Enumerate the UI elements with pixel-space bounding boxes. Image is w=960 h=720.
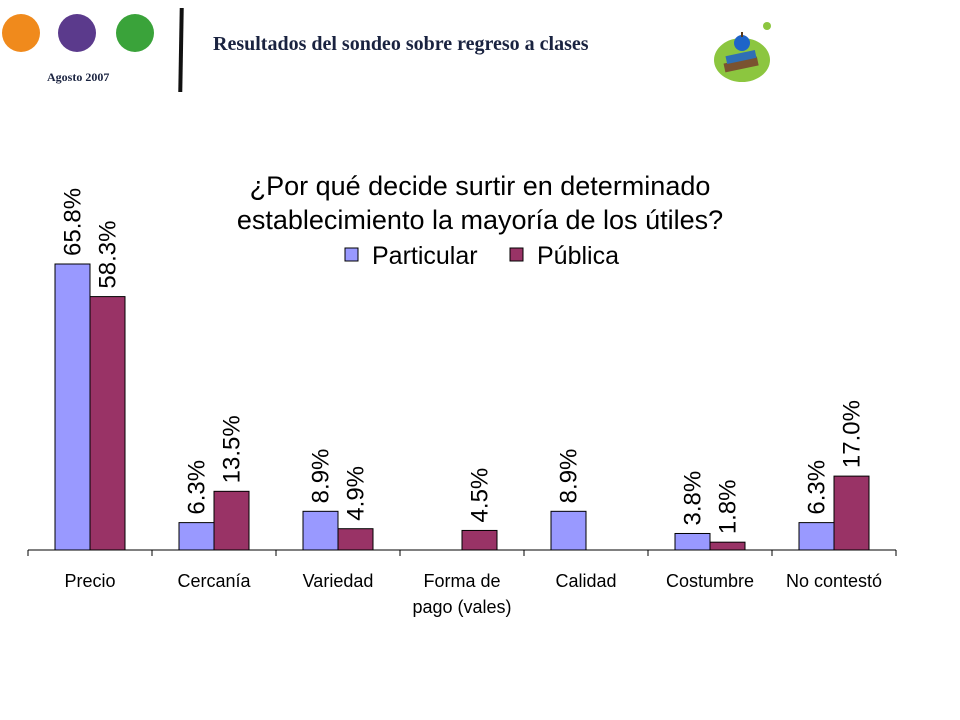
bar	[213, 490, 250, 551]
legend-swatch	[509, 247, 524, 262]
bar	[54, 263, 91, 551]
category-label: pago (vales)	[412, 597, 511, 617]
chart-title-line: ¿Por qué decide surtir en determinado	[250, 171, 711, 201]
bar	[337, 528, 374, 551]
category-label: Calidad	[555, 571, 616, 591]
header: Agosto 2007 Resultados del sondeo sobre …	[0, 0, 960, 100]
value-label: 4.9%	[343, 466, 370, 521]
legend-label: Pública	[537, 242, 619, 270]
header-date: Agosto 2007	[47, 70, 110, 84]
chart-legend: Particular Pública	[344, 242, 619, 270]
bars	[54, 263, 870, 551]
category-label: No contestó	[786, 571, 882, 591]
bar	[674, 532, 711, 551]
value-label: 4.5%	[467, 468, 494, 523]
value-labels: 65.8% 58.3% 6.3% 13.5% 8.9% 4.9% 4.5% 8.9% 3.8% 1…	[60, 188, 866, 534]
chart-title-line: establecimiento la mayoría de los útiles…	[237, 205, 723, 235]
legend-swatch	[344, 247, 359, 262]
category-label: Precio	[64, 571, 115, 591]
chart-title: ¿Por qué decide surtir en determinado est…	[237, 171, 723, 235]
bar	[709, 541, 746, 551]
category-label: Cercanía	[177, 571, 251, 591]
value-label: 13.5%	[219, 415, 246, 483]
apple-book-icon	[714, 22, 771, 82]
bar	[89, 296, 126, 551]
value-label: 6.3%	[804, 460, 831, 515]
bar	[461, 529, 498, 551]
bar	[550, 510, 587, 551]
category-label: Variedad	[303, 571, 374, 591]
value-label: 8.9%	[556, 449, 583, 504]
category-label: Forma de	[423, 571, 500, 591]
legend-label: Particular	[372, 242, 478, 270]
bar	[302, 510, 339, 551]
value-label: 8.9%	[308, 449, 335, 504]
value-label: 58.3%	[95, 221, 122, 289]
bar	[178, 522, 215, 551]
header-title: Resultados del sondeo sobre regreso a cl…	[213, 33, 589, 55]
category-labels: Precio Cercanía Variedad Forma de pago (vale…	[64, 571, 882, 617]
logo-orange-figure-icon	[2, 14, 40, 52]
x-axis	[27, 549, 897, 556]
bar	[798, 522, 835, 551]
value-label: 3.8%	[680, 471, 707, 526]
logo-green-figure-icon	[116, 14, 154, 52]
bar	[833, 475, 870, 551]
value-label: 6.3%	[184, 460, 211, 515]
logo-purple-figure-icon	[58, 14, 96, 52]
value-label: 65.8%	[60, 188, 87, 256]
value-label: 17.0%	[839, 400, 866, 468]
category-label: Costumbre	[666, 571, 754, 591]
value-label: 1.8%	[715, 479, 742, 534]
